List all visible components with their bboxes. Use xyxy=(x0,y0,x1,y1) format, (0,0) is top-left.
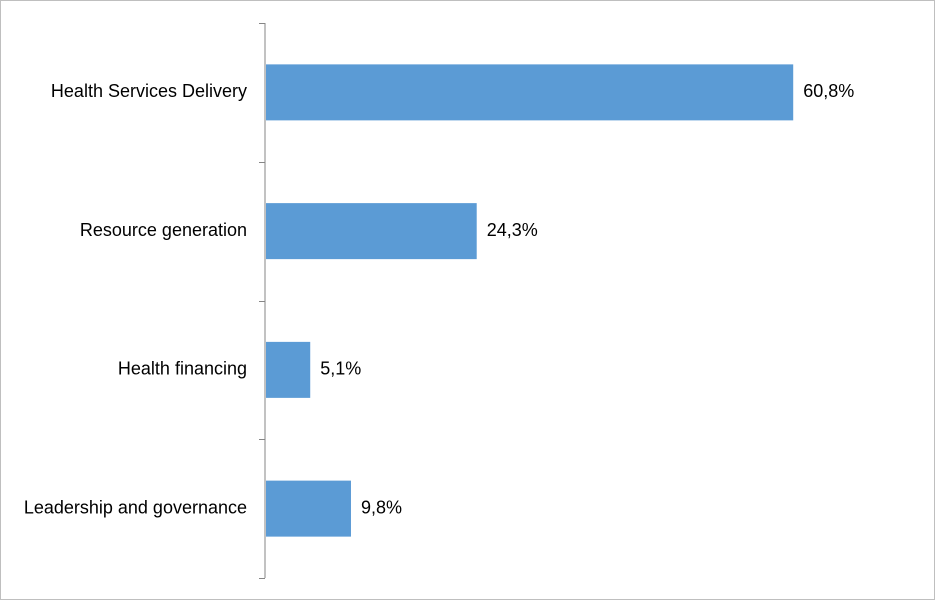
bars-layer xyxy=(266,64,794,537)
bar xyxy=(266,203,477,260)
bar xyxy=(266,64,794,121)
labels-layer: Health Services Delivery 60,8% Resource ge… xyxy=(24,81,854,517)
value-label: 60,8% xyxy=(803,81,854,101)
value-label: 5,1% xyxy=(320,359,361,379)
value-label: 9,8% xyxy=(361,497,402,517)
category-axis xyxy=(259,23,266,579)
category-label: Health financing xyxy=(118,359,247,379)
category-label: Leadership and governance xyxy=(24,497,247,517)
category-label: Health Services Delivery xyxy=(51,81,247,101)
bar xyxy=(266,480,351,537)
category-label: Resource generation xyxy=(80,220,247,240)
value-label: 24,3% xyxy=(487,220,538,240)
bar xyxy=(266,341,311,398)
